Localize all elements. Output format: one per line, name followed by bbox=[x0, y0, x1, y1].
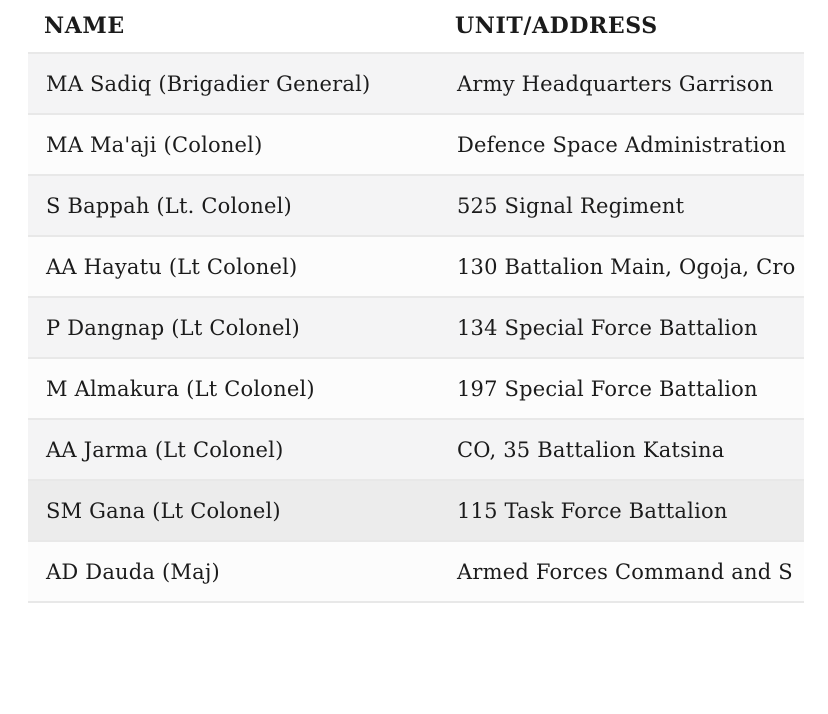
personnel-table: NAME UNIT/ADDRESS MA Sadiq (Brigadier Ge… bbox=[28, 0, 804, 603]
name-cell: MA Sadiq (Brigadier General) bbox=[46, 71, 371, 96]
name-cell: MA Ma'aji (Colonel) bbox=[46, 132, 263, 157]
unit-column-header: UNIT/ADDRESS bbox=[439, 0, 804, 53]
name-cell: AA Jarma (Lt Colonel) bbox=[46, 437, 284, 462]
unit-cell: 130 Battalion Main, Ogoja, Cro bbox=[457, 254, 796, 279]
table-body: MA Sadiq (Brigadier General) Army Headqua… bbox=[28, 53, 804, 602]
unit-cell: 134 Special Force Battalion bbox=[457, 315, 758, 340]
unit-cell: Army Headquarters Garrison bbox=[457, 71, 774, 96]
name-cell: SM Gana (Lt Colonel) bbox=[46, 498, 281, 523]
name-cell: S Bappah (Lt. Colonel) bbox=[46, 193, 292, 218]
table-row: S Bappah (Lt. Colonel) 525 Signal Regimen… bbox=[28, 175, 804, 236]
table-row: AD Dauda (Maj) Armed Forces Command and S bbox=[28, 541, 804, 602]
table-row: P Dangnap (Lt Colonel) 134 Special Force … bbox=[28, 297, 804, 358]
table-row: MA Sadiq (Brigadier General) Army Headqua… bbox=[28, 53, 804, 114]
name-cell: AD Dauda (Maj) bbox=[46, 559, 220, 584]
table-header-row: NAME UNIT/ADDRESS bbox=[28, 0, 804, 53]
table-row: MA Ma'aji (Colonel) Defence Space Adminis… bbox=[28, 114, 804, 175]
table-row: AA Hayatu (Lt Colonel) 130 Battalion Main… bbox=[28, 236, 804, 297]
unit-cell: CO, 35 Battalion Katsina bbox=[457, 437, 725, 462]
unit-cell: 115 Task Force Battalion bbox=[457, 498, 728, 523]
table-header: NAME UNIT/ADDRESS bbox=[28, 0, 804, 53]
unit-cell: 525 Signal Regiment bbox=[457, 193, 685, 218]
table-row: M Almakura (Lt Colonel) 197 Special Force… bbox=[28, 358, 804, 419]
name-cell: AA Hayatu (Lt Colonel) bbox=[46, 254, 298, 279]
table-row: SM Gana (Lt Colonel) 115 Task Force Batta… bbox=[28, 480, 804, 541]
name-column-header: NAME bbox=[28, 0, 439, 53]
unit-cell: Armed Forces Command and S bbox=[457, 559, 793, 584]
unit-cell: Defence Space Administration bbox=[457, 132, 787, 157]
name-cell: M Almakura (Lt Colonel) bbox=[46, 376, 315, 401]
unit-cell: 197 Special Force Battalion bbox=[457, 376, 758, 401]
name-cell: P Dangnap (Lt Colonel) bbox=[46, 315, 300, 340]
table-row: AA Jarma (Lt Colonel) CO, 35 Battalion Ka… bbox=[28, 419, 804, 480]
